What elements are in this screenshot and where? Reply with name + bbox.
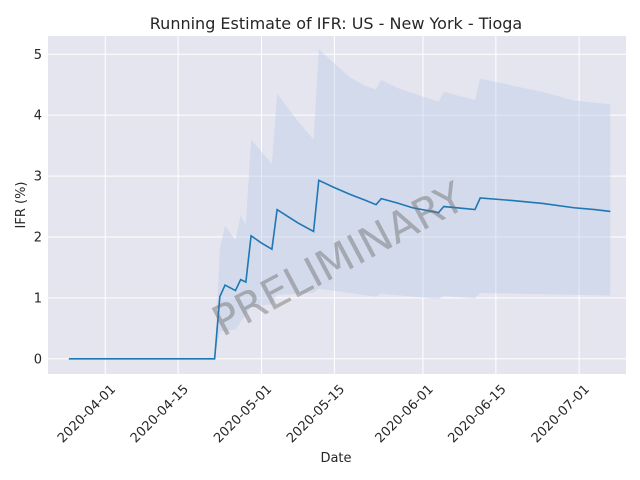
confidence-band (214, 49, 611, 359)
y-tick-label: 3 (34, 170, 42, 185)
x-tick-label: 2020-07-01 (529, 382, 593, 446)
x-tick-label: 2020-04-15 (128, 382, 192, 446)
x-tick-label: 2020-04-01 (55, 382, 119, 446)
y-tick-label: 1 (34, 291, 42, 306)
plot-area (48, 36, 626, 374)
x-tick-label: 2020-06-15 (446, 382, 510, 446)
x-tick-label: 2020-05-15 (284, 382, 348, 446)
y-tick-label: 5 (34, 48, 42, 63)
gridlines (48, 36, 626, 374)
ifr-estimate-line (68, 179, 611, 360)
y-axis-title: IFR (%) (14, 182, 29, 229)
chart-title: Running Estimate of IFR: US - New York -… (150, 14, 522, 33)
y-tick-label: 0 (34, 352, 42, 367)
y-tick-label: 2 (34, 230, 42, 245)
y-tick-label: 4 (34, 109, 42, 124)
x-axis-title: Date (320, 451, 351, 466)
x-tick-label: 2020-06-01 (373, 382, 437, 446)
x-tick-label: 2020-05-01 (211, 382, 275, 446)
